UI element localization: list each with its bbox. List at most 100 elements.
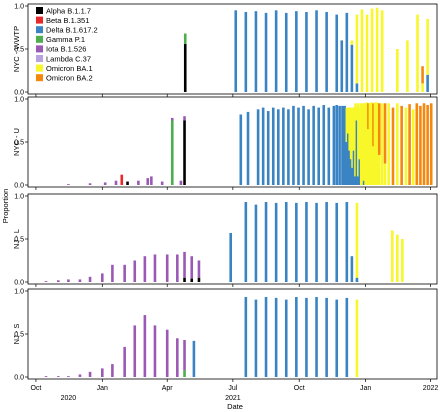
bar-omicron-ba-1	[411, 109, 415, 185]
bar-omicron-ba-1	[380, 103, 384, 185]
bar-delta-b-1-617-2	[335, 105, 339, 185]
bar-delta-b-1-617-2	[266, 111, 270, 185]
bar-iota-b-1-526	[179, 180, 183, 185]
bar-iota-b-1-526	[101, 273, 104, 282]
bar-iota-b-1-526	[143, 315, 147, 377]
bar-alpha-b-1-1-7	[126, 181, 129, 185]
bar-delta-b-1-617-2	[305, 202, 308, 282]
bar-omicron-ba-1	[370, 8, 374, 92]
bar-iota-b-1-526	[176, 254, 179, 282]
bar-iota-b-1-526	[44, 281, 48, 282]
panel-label: NJ - S	[12, 324, 21, 345]
bar-delta-b-1-617-2	[297, 107, 300, 185]
bar-omicron-ba-1	[362, 103, 366, 181]
bar-omicron-ba-2	[421, 66, 424, 84]
bar-omicron-ba-1	[401, 239, 404, 282]
bar-delta-b-1-617-2	[264, 297, 268, 377]
x-tick-label: Jan	[97, 385, 108, 392]
bar-omicron-ba-1	[396, 103, 399, 185]
y-tick-label: 0.5	[14, 46, 24, 53]
legend-swatch	[36, 26, 43, 34]
bar-delta-b-1-617-2	[346, 133, 350, 185]
bar-omicron-ba-1	[349, 107, 353, 160]
y-tick-label: 0.0	[14, 182, 24, 189]
bar-iota-b-1-526	[137, 180, 140, 185]
bar-delta-b-1-617-2	[307, 109, 310, 185]
bar-gamma-p-1	[183, 33, 187, 44]
bar-iota-b-1-526	[160, 181, 164, 185]
bar-delta-b-1-617-2	[254, 299, 258, 377]
bar-delta-b-1-617-2	[335, 202, 339, 282]
bar-omicron-ba-1	[387, 103, 390, 185]
bar-iota-b-1-526	[197, 260, 201, 278]
bar-delta-b-1-617-2	[271, 107, 275, 185]
x-year-label: 2020	[61, 395, 77, 402]
bar-omicron-ba-1	[359, 103, 363, 185]
legend-item-delta-b-1-617-2: Delta B.1.617.2	[36, 26, 98, 35]
bar-iota-b-1-526	[114, 180, 118, 185]
bar-delta-b-1-617-2	[261, 107, 265, 185]
bar-iota-b-1-526	[190, 256, 194, 279]
bar-delta-b-1-617-2	[305, 297, 308, 377]
bar-omicron-ba-2	[415, 103, 419, 185]
x-tick-label: Jan	[360, 385, 371, 392]
bar-delta-b-1-617-2	[229, 232, 232, 282]
bars	[67, 102, 433, 185]
bar-delta-b-1-617-2	[277, 109, 280, 185]
bar-delta-b-1-617-2	[335, 299, 339, 377]
bar-delta-b-1-617-2	[274, 202, 278, 282]
bar-delta-b-1-617-2	[345, 297, 349, 377]
bar-omicron-ba-1	[346, 107, 350, 134]
legend-swatch	[36, 35, 43, 43]
bar-iota-b-1-526	[88, 276, 92, 282]
bar-delta-b-1-617-2	[284, 202, 288, 282]
bar-omicron-ba-2	[419, 105, 422, 185]
bar-delta-b-1-617-2	[352, 150, 356, 185]
bar-iota-b-1-526	[67, 279, 70, 282]
bar-delta-b-1-617-2	[355, 277, 359, 282]
bar-iota-b-1-526	[101, 368, 104, 377]
bar-delta-b-1-617-2	[322, 105, 326, 185]
bar-delta-b-1-617-2	[358, 159, 362, 185]
bar-omicron-ba-1	[357, 103, 360, 177]
bar-delta-b-1-617-2	[305, 12, 308, 92]
bar-iota-b-1-526	[111, 364, 114, 377]
legend-item-omicron-ba-1: Omicron BA.1	[36, 64, 93, 73]
panel-frame	[27, 193, 438, 285]
bar-omicron-ba-1	[365, 14, 369, 93]
bar-omicron-ba-1	[396, 49, 399, 92]
bar-omicron-ba-2	[400, 105, 403, 185]
bar-iota-b-1-526	[165, 329, 169, 377]
bar-iota-b-1-526	[153, 254, 157, 282]
bar-omicron-ba-2	[367, 103, 370, 130]
legend-swatch	[36, 16, 43, 24]
x-tick-label: 2022	[423, 385, 439, 392]
bar-iota-b-1-526	[165, 254, 169, 282]
y-tick-label: 0.0	[14, 89, 24, 96]
bar-omicron-ba-1	[355, 107, 359, 121]
bar-delta-b-1-617-2	[287, 109, 290, 185]
bar-omicron-ba-1	[350, 40, 354, 45]
bar-omicron-ba-1	[396, 234, 399, 282]
panel-frame	[27, 288, 438, 380]
bar-omicron-ba-1	[358, 107, 362, 160]
bar-alpha-b-1-1-7	[183, 277, 186, 282]
bar-delta-b-1-617-2	[295, 202, 298, 282]
legend-swatch	[36, 45, 43, 53]
bar-omicron-ba-1	[364, 103, 367, 185]
bar-delta-b-1-617-2	[315, 297, 318, 377]
panel-label: NYC - WWTP	[12, 26, 21, 72]
legend-item-lambda-c-37: Lambda C.37	[36, 54, 91, 63]
panel-frame	[27, 3, 438, 95]
bar-iota-b-1-526	[88, 371, 92, 377]
legend-label: Delta B.1.617.2	[46, 26, 98, 35]
bar-delta-b-1-617-2	[327, 107, 331, 185]
bar-iota-b-1-526	[111, 264, 114, 282]
legend-item-omicron-ba-2: Omicron BA.2	[36, 74, 93, 83]
bar-delta-b-1-617-2	[341, 105, 344, 185]
bar-gamma-p-1	[183, 370, 186, 377]
bar-omicron-ba-2	[391, 107, 395, 185]
